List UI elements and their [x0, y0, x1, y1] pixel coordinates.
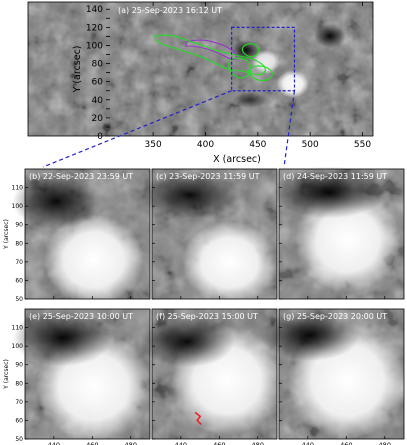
top-y-tick-label: 20 [92, 114, 104, 124]
top-x-tick-label: 400 [197, 140, 214, 150]
dark-region-3 [232, 92, 268, 108]
connector-left [42, 90, 232, 168]
top-x-axis-label: X (arcsec) [213, 154, 261, 165]
sunspot-bright [277, 70, 309, 98]
dark-region [232, 40, 260, 60]
small-y-axis-label: Y (arcsec) [3, 219, 10, 250]
panel-dark-region [272, 166, 386, 219]
panel-frame [24, 168, 151, 300]
panel-bright-region [43, 214, 144, 306]
panel-frame [24, 308, 151, 440]
top-y-tick-label: 0 [97, 132, 103, 142]
panel-c: (c) 23-Sep-2023 11:59 UT [139, 168, 278, 305]
panel-dark-region [260, 309, 361, 361]
panel-frame [278, 168, 405, 300]
contour-green-main [154, 34, 266, 76]
top-y-ticks: 0 20 40 60 80 100 120 140 [86, 5, 110, 142]
zoom-box [231, 26, 296, 92]
panel-dark-region [12, 172, 100, 231]
panel-b: (b) 22-Sep-2023 23:59 UT [12, 168, 151, 306]
small-y-tick-label: 60 [15, 417, 23, 424]
panel-frame [151, 168, 278, 300]
small-x-tick-label: 480 [379, 441, 391, 445]
dark-region-2 [314, 24, 346, 48]
small-y-tick-label: 70 [15, 259, 23, 266]
small-y-tick-label: 100 [12, 203, 24, 210]
panel-bright-region [182, 221, 277, 305]
small-x-tick-label: 460 [213, 441, 225, 445]
small-panel-ticks: 50 60 70 80 90 100 110 Y (arcsec) 440 460 480 50 60 7… [3, 185, 391, 445]
top-x-tick-label: 450 [249, 140, 266, 150]
panel-label: (d) 24-Sep-2023 11:59 UT [283, 172, 387, 181]
small-y-tick-label: 90 [15, 222, 23, 229]
small-y-tick-label: 50 [15, 436, 23, 443]
small-y-tick-label: 80 [15, 380, 23, 387]
contour-green-3 [241, 43, 259, 58]
top-y-axis-label: Y (arcsec) [72, 46, 83, 94]
top-x-ticks: 350 400 450 500 550 [145, 2, 371, 150]
panel-e: (e) 25-Sep-2023 10:00 UT [12, 308, 152, 442]
top-panel: (a) 25-Sep-2023 16:12 UT 350 400 450 500 550… [27, 1, 374, 165]
top-x-tick-label: 350 [145, 140, 162, 150]
small-y-tick-label: 110 [12, 185, 24, 192]
contour-green-4 [248, 65, 273, 82]
panel-label: (b) 22-Sep-2023 23:59 UT [29, 172, 133, 181]
small-y-axis-label: Y (arcsec) [3, 359, 10, 390]
top-x-tick-label: 500 [302, 140, 319, 150]
small-panels: (b) 22-Sep-2023 23:59 UT (c) 23-Sep-2023 … [12, 166, 407, 442]
small-x-tick-label: 460 [86, 441, 98, 445]
small-x-tick-label: 480 [252, 441, 264, 445]
panel-dark-region [139, 315, 235, 368]
top-panel-texture [28, 2, 373, 136]
red-marker [194, 411, 202, 425]
small-y-tick-label: 110 [12, 325, 24, 332]
panel-d: (d) 24-Sep-2023 11:59 UT [272, 166, 405, 300]
top-y-tick-label: 40 [92, 96, 104, 106]
small-y-tick-label: 60 [15, 277, 23, 284]
top-y-tick-label: 60 [92, 78, 104, 88]
top-panel-label: (a) 25-Sep-2023 16:12 UT [118, 6, 222, 15]
panel-label: (e) 25-Sep-2023 10:00 UT [29, 312, 133, 321]
panel-dark-region [139, 171, 240, 219]
top-y-tick-label: 80 [92, 60, 104, 70]
panel-label: (c) 23-Sep-2023 11:59 UT [156, 172, 260, 181]
panel-label: (g) 25-Sep-2023 20:00 UT [283, 312, 387, 321]
panel-dark-region [12, 309, 113, 367]
connector-right [283, 90, 296, 168]
small-y-tick-label: 80 [15, 240, 23, 247]
small-x-tick-label: 460 [340, 441, 352, 445]
top-y-tick-label: 100 [86, 41, 103, 51]
top-y-tick-label: 120 [86, 23, 103, 33]
small-x-tick-label: 440 [175, 441, 187, 445]
small-x-tick-label: 440 [48, 441, 60, 445]
small-x-tick-label: 480 [125, 441, 137, 445]
panel-g: (g) 25-Sep-2023 20:00 UT [260, 308, 407, 440]
small-y-tick-label: 100 [12, 343, 24, 350]
panel-frame [278, 308, 405, 440]
panel-frame [151, 308, 278, 440]
top-y-tick-label: 140 [86, 5, 103, 15]
small-y-tick-label: 70 [15, 399, 23, 406]
small-y-tick-label: 50 [15, 296, 23, 303]
small-x-tick-label: 440 [302, 441, 314, 445]
panel-f: (f) 25-Sep-2023 15:00 UT [139, 308, 284, 440]
panel-label: (f) 25-Sep-2023 15:00 UT [156, 312, 258, 321]
top-panel-frame [27, 1, 374, 137]
top-x-tick-label: 550 [354, 140, 371, 150]
bright-region [252, 50, 280, 74]
small-y-tick-label: 90 [15, 362, 23, 369]
contour-purple [185, 39, 237, 61]
